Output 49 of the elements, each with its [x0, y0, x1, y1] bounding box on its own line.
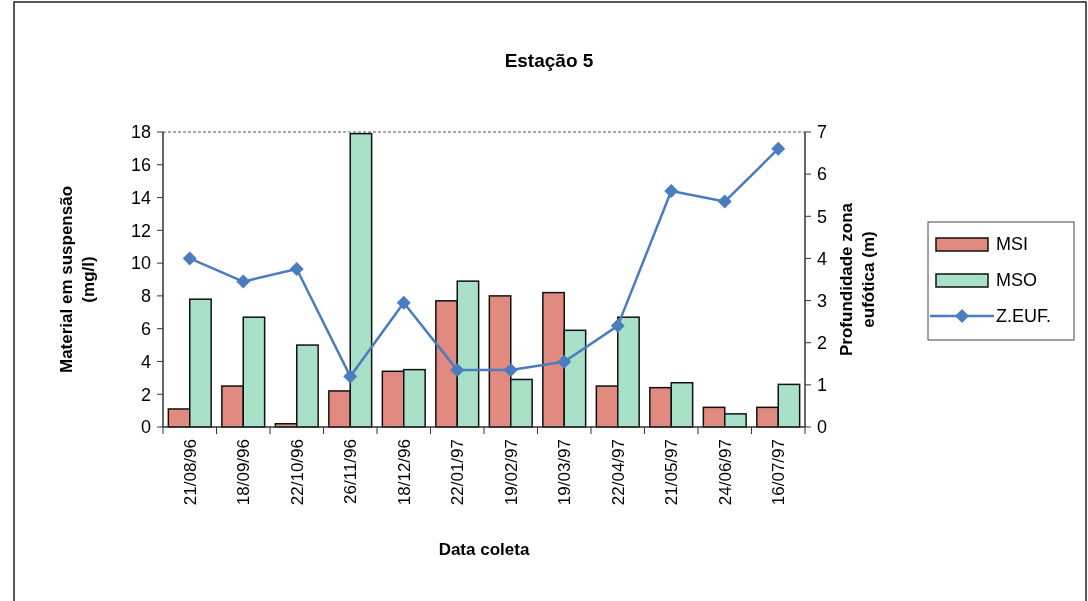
x-tick-label: 21/05/97 — [662, 439, 682, 506]
y-tick-label: 10 — [130, 253, 151, 274]
x-tick-label: 26/11/96 — [341, 439, 361, 504]
y-tick-label: 4 — [140, 351, 151, 372]
y-tick-label: 16 — [130, 155, 151, 176]
chart-title: Estação 5 — [504, 50, 594, 71]
y2-tick-label: 3 — [817, 290, 828, 311]
point — [343, 369, 358, 384]
y-tick-label: 0 — [140, 417, 151, 438]
y-tick-label: 12 — [130, 220, 151, 241]
y2-tick-label: 7 — [817, 122, 828, 143]
y2-tick-label: 2 — [817, 333, 828, 354]
point — [557, 354, 572, 369]
y-tick-label: 2 — [140, 384, 151, 405]
point — [717, 194, 732, 209]
point — [182, 251, 197, 266]
point — [450, 363, 465, 378]
y2-tick-label: 1 — [817, 375, 828, 396]
x-tick-label: 24/06/97 — [715, 439, 735, 506]
y2-tick-label: 5 — [817, 206, 828, 227]
point — [236, 274, 251, 289]
y2-tick-label: 6 — [817, 164, 828, 185]
point — [289, 261, 304, 276]
x-axis-title: Data coleta — [438, 540, 530, 559]
x-tick-label: 18/09/96 — [234, 439, 254, 506]
y2-tick-label: 0 — [817, 417, 828, 438]
y-tick-label: 6 — [140, 318, 151, 339]
x-tick-label: 16/07/97 — [769, 439, 789, 506]
y2-axis-title: Profundidade zona eufótica (m) — [837, 202, 878, 356]
x-tick-label: 22/04/97 — [608, 439, 628, 506]
legend-label: MSO — [996, 270, 1038, 291]
legend-label: Z.EUF. — [996, 306, 1052, 327]
x-tick-label: 19/03/97 — [555, 439, 575, 506]
point — [610, 318, 625, 333]
y2-tick-label: 4 — [817, 248, 828, 269]
point — [503, 363, 518, 378]
point — [664, 184, 679, 198]
legend-label: MSI — [996, 234, 1029, 255]
y-tick-label: 14 — [130, 187, 151, 208]
x-tick-label: 22/10/96 — [287, 439, 307, 506]
x-tick-label: 22/01/97 — [448, 439, 468, 506]
x-tick-label: 21/08/96 — [180, 439, 200, 506]
x-tick-label: 19/02/97 — [501, 439, 521, 506]
y-tick-label: 18 — [130, 122, 151, 143]
y-tick-label: 8 — [140, 286, 151, 307]
point — [771, 141, 786, 156]
point — [396, 295, 411, 310]
x-tick-label: 18/12/96 — [394, 439, 414, 506]
y-axis-title: Material em suspensão (mg/l) — [57, 185, 98, 374]
